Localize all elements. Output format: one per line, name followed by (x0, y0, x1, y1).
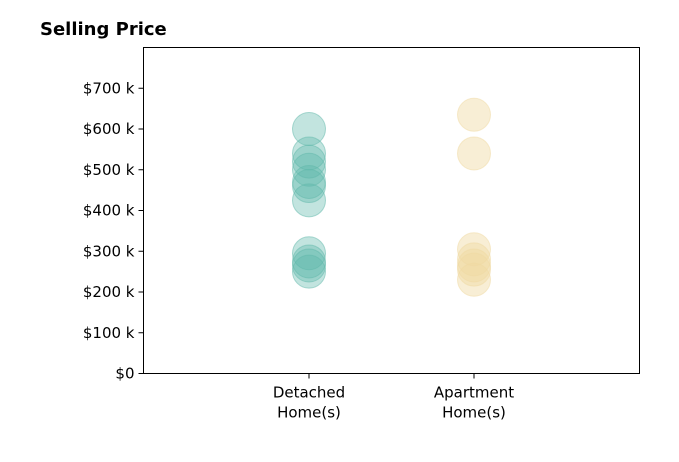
y-tick-label: $400 k (83, 202, 135, 220)
x-tick-label-line: Apartment (434, 384, 514, 402)
x-tick-label-line: Detached (273, 384, 345, 402)
y-tick-label: $200 k (83, 283, 135, 301)
data-point (457, 262, 491, 297)
data-point (292, 236, 326, 271)
data-point (457, 252, 491, 287)
x-tick-label-line: Home(s) (442, 404, 506, 422)
y-tick-label: $100 k (83, 324, 135, 342)
y-tick-label: $700 k (83, 79, 135, 97)
y-axis: $0 $100 k $200 k $300 k $400 k $500 k $600 k $7… (83, 79, 144, 383)
plot-frame (143, 47, 640, 374)
data-point (292, 183, 326, 218)
y-tick-label: $600 k (83, 120, 135, 138)
data-point (292, 254, 326, 289)
data-point (292, 169, 326, 204)
data-point (457, 136, 491, 171)
x-axis: Detached Home(s) Apartment Home(s) (273, 373, 514, 422)
x-tick-label: Apartment Home(s) (434, 384, 514, 422)
data-point (292, 144, 326, 179)
data-point (457, 97, 491, 132)
y-tick-label: $300 k (83, 242, 135, 260)
y-tick-label: $0 (115, 365, 134, 383)
chart-title: Selling Price (40, 19, 167, 40)
y-tick-label: $500 k (83, 161, 135, 179)
x-tick-label-line: Home(s) (277, 404, 341, 422)
x-tick-label: Detached Home(s) (273, 384, 345, 422)
data-points (292, 97, 491, 297)
